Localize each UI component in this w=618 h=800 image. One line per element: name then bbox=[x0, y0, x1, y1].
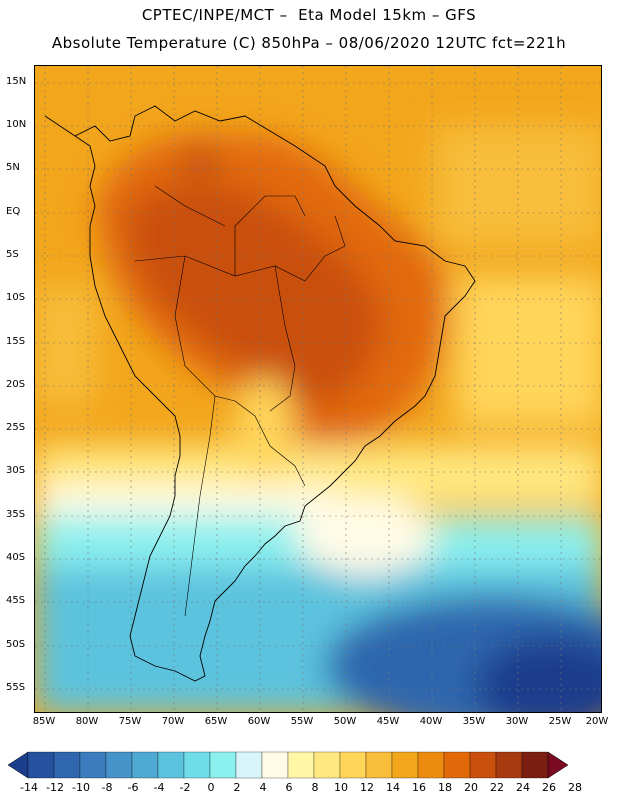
colorbar bbox=[7, 751, 569, 779]
lon-label: 65W bbox=[204, 716, 228, 727]
lat-label: 10N bbox=[6, 119, 27, 130]
field-ne-ocean bbox=[435, 126, 601, 246]
lat-label: EQ bbox=[6, 206, 21, 217]
lon-label: 25W bbox=[548, 716, 572, 727]
field-east-ocean bbox=[455, 276, 601, 426]
colorbar-label: 22 bbox=[490, 781, 504, 794]
colorbar-label: 18 bbox=[438, 781, 452, 794]
lat-label: 15S bbox=[6, 336, 26, 347]
lon-label: 80W bbox=[75, 716, 99, 727]
colorbar-cell bbox=[313, 751, 341, 779]
lat-label: 50S bbox=[6, 639, 26, 650]
graticule bbox=[35, 66, 601, 712]
lat-label: 30S bbox=[6, 465, 26, 476]
colorbar-cell bbox=[339, 751, 367, 779]
colorbar-cell bbox=[391, 751, 419, 779]
colorbar-cell bbox=[469, 751, 497, 779]
country-borders bbox=[134, 185, 346, 617]
colorbar-cell bbox=[443, 751, 471, 779]
colorbar-label: -6 bbox=[127, 781, 139, 794]
colorbar-label: -4 bbox=[153, 781, 165, 794]
colorbar-label: -8 bbox=[101, 781, 113, 794]
lon-label: 75W bbox=[118, 716, 142, 727]
colorbar-cell bbox=[27, 751, 55, 779]
colorbar-cell bbox=[157, 751, 185, 779]
colorbar-label: 12 bbox=[360, 781, 374, 794]
colorbar-label: 6 bbox=[285, 781, 293, 794]
colorbar-cell bbox=[365, 751, 393, 779]
lon-label: 35W bbox=[462, 716, 486, 727]
colorbar-cell bbox=[53, 751, 81, 779]
colorbar-label: -12 bbox=[46, 781, 64, 794]
colorbar-label: 10 bbox=[334, 781, 348, 794]
colorbar-cell bbox=[105, 751, 133, 779]
colorbar-cells bbox=[7, 751, 569, 779]
colorbar-label: 2 bbox=[233, 781, 241, 794]
colorbar-cell bbox=[209, 751, 237, 779]
field-coldest bbox=[475, 636, 601, 712]
lat-label: 5S bbox=[6, 249, 19, 260]
colorbar-cell bbox=[495, 751, 523, 779]
colorbar-label: 0 bbox=[207, 781, 215, 794]
colorbar-arrow-low bbox=[7, 751, 29, 779]
map-svg bbox=[35, 66, 601, 712]
colorbar-label: -14 bbox=[20, 781, 38, 794]
lat-label: 40S bbox=[6, 552, 26, 563]
lat-label: 35S bbox=[6, 509, 26, 520]
lon-label: 85W bbox=[32, 716, 56, 727]
colorbar-cell bbox=[417, 751, 445, 779]
colorbar-cell bbox=[183, 751, 211, 779]
lat-label: 45S bbox=[6, 595, 26, 606]
colorbar-label: 26 bbox=[542, 781, 556, 794]
lon-label: 20W bbox=[585, 716, 609, 727]
colorbar-label: 14 bbox=[386, 781, 400, 794]
lon-label: 40W bbox=[419, 716, 443, 727]
lon-label: 30W bbox=[505, 716, 529, 727]
lon-label: 55W bbox=[290, 716, 314, 727]
field-warm-tongue bbox=[295, 496, 435, 576]
colorbar-label: 24 bbox=[516, 781, 530, 794]
lon-label: 60W bbox=[247, 716, 271, 727]
lon-label: 70W bbox=[161, 716, 185, 727]
field-chaco-warm bbox=[235, 376, 295, 476]
colorbar-label: 20 bbox=[464, 781, 478, 794]
colorbar-label: 16 bbox=[412, 781, 426, 794]
colorbar-cell bbox=[261, 751, 289, 779]
colorbar-cell bbox=[235, 751, 263, 779]
lon-label: 45W bbox=[376, 716, 400, 727]
colorbar-label: 4 bbox=[259, 781, 267, 794]
lat-label: 15N bbox=[6, 76, 27, 87]
lat-label: 20S bbox=[6, 379, 26, 390]
coastline bbox=[44, 105, 476, 682]
chart-title: CPTEC/INPE/MCT – Eta Model 15km – GFS bbox=[141, 6, 477, 24]
lat-label: 55S bbox=[6, 682, 26, 693]
lat-label: 5N bbox=[6, 162, 20, 173]
lon-label: 50W bbox=[333, 716, 357, 727]
chart-subtitle: Absolute Temperature (C) 850hPa – 08/06/… bbox=[51, 34, 567, 52]
colorbar-label: 28 bbox=[568, 781, 582, 794]
colorbar-cell bbox=[521, 751, 549, 779]
colorbar-label: -10 bbox=[72, 781, 90, 794]
temperature-map bbox=[34, 65, 602, 713]
field-max-venezuela bbox=[186, 154, 214, 170]
colorbar-cell bbox=[131, 751, 159, 779]
colorbar-cell bbox=[287, 751, 315, 779]
colorbar-arrow-high bbox=[547, 751, 569, 779]
lat-label: 10S bbox=[6, 292, 26, 303]
colorbar-cell bbox=[79, 751, 107, 779]
lat-label: 25S bbox=[6, 422, 26, 433]
colorbar-label: 8 bbox=[311, 781, 319, 794]
colorbar-label: -2 bbox=[179, 781, 191, 794]
field-west-pacific bbox=[35, 286, 95, 406]
field-hot-core bbox=[125, 182, 381, 406]
